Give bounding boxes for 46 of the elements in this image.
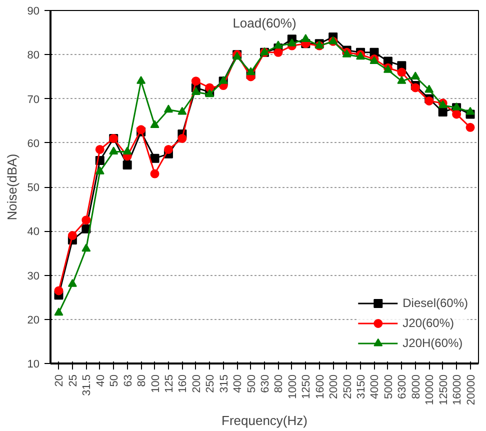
x-tick-label: 8000 xyxy=(410,374,422,399)
y-tick-label: 60 xyxy=(27,138,40,150)
y-tick-label: 20 xyxy=(27,314,40,326)
x-tick-label: 250 xyxy=(204,374,217,393)
legend-label: Diesel(60%) xyxy=(402,296,468,310)
legend-label: J20(60%) xyxy=(402,316,454,330)
x-tick-label: 80 xyxy=(136,374,148,387)
x-tick-label: 63 xyxy=(122,374,134,387)
x-tick-label: 5000 xyxy=(382,374,395,399)
x-tick-label: 20 xyxy=(54,374,66,387)
y-tick-label: 50 xyxy=(27,182,40,194)
y-tick-label: 90 xyxy=(27,6,40,18)
x-tick-label: 31.5 xyxy=(81,374,94,396)
y-tick-label: 30 xyxy=(27,270,40,282)
x-tick-label: 2000 xyxy=(328,374,340,399)
x-tick-label: 125 xyxy=(163,374,176,393)
x-tick-label: 25 xyxy=(67,374,80,387)
x-tick-label: 1600 xyxy=(314,374,326,399)
x-tick-label: 160 xyxy=(177,374,190,393)
x-tick-label: 6300 xyxy=(396,374,409,399)
x-tick-label: 1000 xyxy=(286,374,299,399)
chart-title: Load(60%) xyxy=(232,16,296,30)
x-tick-label: 4000 xyxy=(369,374,382,399)
y-tick-label: 70 xyxy=(27,94,40,106)
legend-label: J20H(60%) xyxy=(402,336,463,350)
x-tick-label: 16000 xyxy=(452,374,464,406)
x-tick-label: 40 xyxy=(94,374,107,387)
x-tick-label: 800 xyxy=(273,374,286,393)
x-tick-label: 2500 xyxy=(342,374,354,399)
y-tick-label: 10 xyxy=(27,358,40,370)
x-tick-label: 20000 xyxy=(465,374,478,406)
x-tick-label: 10000 xyxy=(424,374,436,406)
x-tick-label: 50 xyxy=(108,374,121,387)
y-tick-label: 80 xyxy=(27,50,40,62)
x-tick-label: 630 xyxy=(260,374,272,393)
x-tick-label: 12500 xyxy=(438,374,450,406)
x-axis-title: Frequency(Hz) xyxy=(222,413,308,428)
x-tick-label: 200 xyxy=(190,374,203,393)
y-tick-label: 40 xyxy=(27,226,40,238)
x-tick-label: 500 xyxy=(246,374,258,393)
x-tick-label: 1250 xyxy=(300,374,313,399)
x-tick-label: 315 xyxy=(218,374,230,393)
x-tick-label: 100 xyxy=(150,374,162,393)
x-tick-label: 3150 xyxy=(356,374,368,399)
x-tick-label: 400 xyxy=(232,374,244,393)
y-axis-title: Noise(dBA) xyxy=(4,154,20,220)
